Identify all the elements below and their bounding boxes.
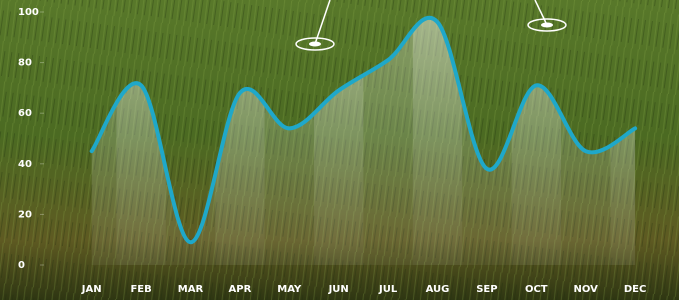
x-tick-label: OCT	[525, 284, 548, 295]
x-tick-label: JUL	[378, 284, 398, 295]
y-tick-label: 60	[18, 108, 32, 119]
y-tick-label: 40	[18, 159, 32, 170]
x-tick-label: FEB	[130, 284, 151, 295]
x-tick-label: NOV	[574, 284, 599, 295]
x-tick-label: DEC	[624, 284, 646, 295]
x-tick-label: SEP	[476, 284, 497, 295]
x-tick-label: JAN	[81, 284, 102, 295]
x-tick-label: AUG	[426, 284, 450, 295]
y-tick-label: 80	[18, 58, 32, 69]
x-tick-label: JUN	[328, 284, 349, 295]
x-tick-label: MAY	[277, 284, 302, 295]
x-tick-label: MAR	[178, 284, 204, 295]
x-tick-label: APR	[229, 284, 252, 295]
y-tick-label: 0	[18, 260, 25, 271]
y-tick-label: 100	[18, 7, 39, 18]
chart: 0 20 40 60 80 100 JAN FEB MAR APR MAY JUN JUL AUG SEP O…	[0, 0, 679, 300]
y-tick-label: 20	[18, 209, 32, 220]
